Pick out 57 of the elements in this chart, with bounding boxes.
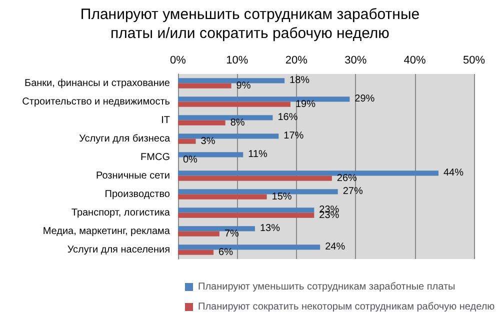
data-label: 19% — [295, 98, 316, 110]
data-label: 23% — [319, 210, 340, 221]
bar — [178, 212, 314, 218]
bar — [178, 226, 255, 232]
data-label: 15% — [272, 191, 292, 202]
bar — [178, 170, 438, 176]
data-label: 8% — [230, 117, 245, 128]
data-label: 11% — [248, 149, 268, 160]
bar — [178, 208, 314, 213]
data-label: 44% — [443, 168, 464, 179]
bar — [178, 176, 332, 181]
bar — [178, 152, 244, 158]
y-tick-label: Услуги для бизнеса — [79, 133, 170, 144]
bar — [178, 102, 290, 107]
bar — [178, 120, 226, 126]
x-tick-label: 30% — [344, 54, 367, 66]
bar — [178, 194, 267, 200]
bar — [178, 134, 279, 139]
data-label: 16% — [278, 112, 298, 124]
bar — [178, 189, 338, 194]
data-label: 3% — [200, 136, 216, 147]
data-label: 0% — [183, 154, 198, 166]
data-label: 17% — [284, 130, 304, 142]
data-label: 7% — [224, 228, 239, 240]
data-label: 29% — [354, 94, 375, 105]
data-label: 6% — [218, 246, 234, 258]
y-tick-label: Строительство и недвижимость — [22, 96, 170, 108]
x-tick-label: 20% — [285, 54, 308, 66]
x-tick-label: 10% — [226, 54, 248, 66]
bar — [178, 78, 285, 84]
data-label: 13% — [260, 223, 280, 234]
bar — [178, 250, 214, 255]
bar — [178, 231, 220, 236]
y-tick-label: IT — [161, 114, 170, 126]
data-label: 26% — [336, 172, 358, 184]
y-tick-label: Производство — [104, 188, 170, 200]
data-label: 27% — [342, 186, 363, 198]
chart-title: Планируют уменьшить сотрудникам заработные платы и/или сократить рабочую неделю — [79, 5, 421, 43]
y-tick-label: Услуги для населения — [67, 244, 170, 256]
data-label: 24% — [325, 242, 346, 253]
y-tick-label: Розничные сети — [96, 170, 170, 182]
y-tick-label: Банки, финансы и страхование — [24, 78, 170, 89]
y-tick-label: FMCG — [140, 152, 170, 163]
data-label: 9% — [236, 80, 251, 92]
bar — [178, 115, 273, 120]
legend-label: Планируют сократить некоторым сотрудникам рабочую неделю — [198, 302, 496, 312]
x-tick-label: 0% — [170, 54, 186, 66]
bar — [178, 244, 320, 250]
y-tick-label: Транспорт, логистика — [71, 207, 170, 218]
x-tick-label: 50% — [462, 54, 486, 66]
bar — [178, 96, 350, 102]
data-label: 18% — [290, 75, 310, 86]
bar — [178, 138, 196, 144]
legend-label: Планируют уменьшить сотрудникам заработные платы — [198, 282, 456, 292]
bar — [178, 83, 232, 88]
x-tick-label: 40% — [404, 54, 426, 66]
y-tick-label: Медиа, маркетинг, реклама — [42, 226, 170, 237]
